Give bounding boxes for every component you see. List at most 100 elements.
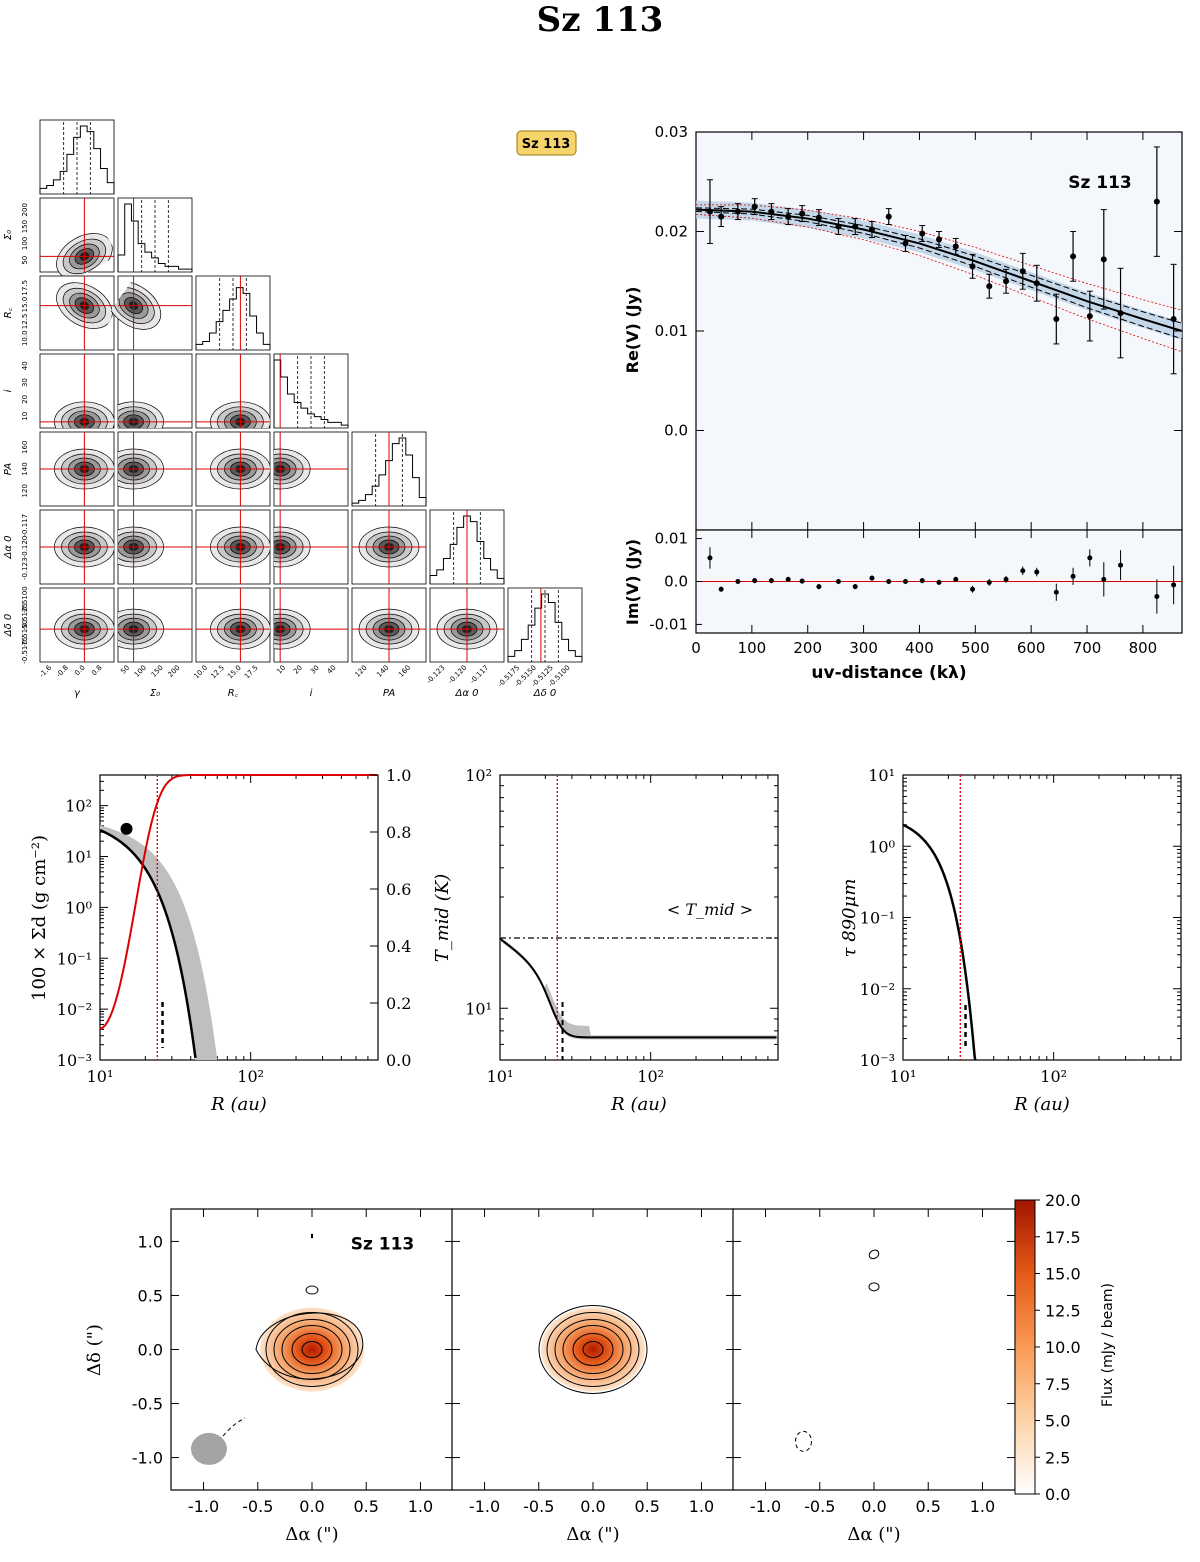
image-noise-contour	[795, 1430, 812, 1452]
vis-re-point	[868, 226, 875, 233]
colorbar-tick-label: 20.0	[1045, 1191, 1081, 1210]
vis-im-point	[1020, 568, 1026, 574]
vis-re-point	[1003, 278, 1010, 285]
image-contour	[255, 1312, 364, 1380]
vis-im-point	[735, 579, 741, 584]
image-xtick-label: 0.5	[916, 1497, 941, 1516]
vis-xlabel: uv-distance (kλ)	[811, 663, 966, 683]
corner-col-tick: 120	[354, 664, 369, 679]
profile-frame	[99, 774, 379, 1061]
profile-ytick-label: 10⁻³	[860, 1051, 895, 1070]
vis-re-point	[1053, 316, 1060, 323]
profile-xtick-label: 10²	[1040, 1067, 1067, 1086]
vis-im-point	[852, 584, 858, 590]
sd-profile-line	[99, 828, 197, 1059]
corner-badge-label: Sz 113	[522, 137, 571, 152]
vis-title: Sz 113	[1068, 173, 1132, 193]
corner-row-label: R꜀	[3, 307, 14, 318]
image-ytick-label: -1.0	[132, 1449, 163, 1468]
vis-im-point	[1003, 576, 1009, 582]
vis-re-point	[1170, 316, 1177, 323]
vis-re-point	[1100, 256, 1107, 263]
vis-im-point	[816, 584, 822, 590]
corner-col-label: R꜀	[228, 688, 239, 699]
image-source	[260, 1307, 364, 1392]
image-xtick-label: 0.5	[635, 1497, 660, 1516]
corner-col-label: i	[310, 688, 313, 699]
tm-xlabel: R (au)	[610, 1094, 667, 1115]
image-xtick-label: 1.0	[408, 1497, 433, 1516]
vis-xtick-label: 500	[961, 639, 990, 657]
vis-re-point	[969, 263, 976, 270]
corner-row-label: Δα 0	[3, 536, 14, 560]
colorbar-tick-label: 7.5	[1045, 1375, 1070, 1394]
vis-im-point	[785, 576, 791, 582]
image-contour	[572, 1333, 614, 1366]
tm-profile-line	[499, 938, 777, 1039]
image-contour	[273, 1319, 351, 1380]
vis-re-point	[1086, 313, 1093, 320]
vis-ytick-label: 0.01	[655, 530, 688, 548]
corner-col-label: Σ₀	[150, 688, 160, 699]
image-xtick-label: -0.5	[523, 1497, 554, 1516]
vis-re-point	[799, 210, 806, 217]
image-xlabel: Δα (")	[847, 1524, 900, 1545]
corner-col-tick: -0.123	[425, 664, 447, 686]
vis-re-point	[885, 213, 892, 220]
vis-xtick-label: 300	[849, 639, 878, 657]
colorbar-tick-label: 5.0	[1045, 1412, 1070, 1431]
vis-re-point	[768, 208, 775, 215]
corner-row-label: Δδ 0	[3, 614, 14, 638]
vis-ytick-label: 0.0	[664, 573, 688, 591]
profile-ytick-label: 10¹	[465, 999, 492, 1018]
sd-y2tick-label: 0.2	[386, 994, 411, 1013]
corner-row-tick: -0.5175	[21, 637, 29, 664]
image-noise-contour	[868, 1249, 880, 1260]
profile-ytick-label: 10²	[465, 766, 492, 785]
vis-im-point	[1034, 569, 1040, 575]
vis-xtick-label: 400	[905, 639, 934, 657]
image-xtick-label: -0.5	[242, 1497, 273, 1516]
profile-xtick-label: 10¹	[87, 1067, 114, 1086]
colorbar-tick-label: 10.0	[1045, 1338, 1081, 1357]
vis-re-point	[734, 208, 741, 215]
corner-col-tick: 200	[167, 664, 182, 679]
vis-xtick-label: 0	[691, 639, 701, 657]
tm-annotation: < T_mid >	[667, 900, 753, 919]
corner-row-tick: 12.5	[21, 314, 29, 330]
image-xtick-label: -1.0	[188, 1497, 219, 1516]
colorbar-tick-label: 2.5	[1045, 1448, 1070, 1467]
profile-ytick-label: 10⁻¹	[860, 909, 895, 928]
vis-im-point	[902, 579, 908, 584]
corner-row-tick: 50	[21, 256, 29, 265]
sd-cumulative-line	[99, 774, 378, 1030]
image-contour	[265, 1312, 359, 1387]
corner-col-tick: 17.5	[243, 664, 260, 681]
vis-model-lower	[695, 213, 1183, 353]
profile-ytick-label: 10⁻²	[57, 1000, 92, 1019]
profile-xtick-label: 10²	[237, 1067, 264, 1086]
tau-ylabel: τ 890μm	[839, 879, 860, 958]
vis-re-point	[936, 236, 942, 243]
vis-ytick-label: 0.0	[664, 422, 688, 440]
vis-im-point	[1070, 573, 1076, 579]
corner-col-tick: 50	[119, 664, 131, 676]
sd-xlabel: R (au)	[210, 1094, 267, 1115]
tau-xlabel: R (au)	[1013, 1094, 1070, 1115]
vis-im-point	[768, 578, 774, 584]
vis-ytick-label: 0.01	[655, 322, 688, 340]
sd-y2tick-label: 0.4	[386, 937, 411, 956]
vis-re-point	[986, 283, 993, 290]
image-contour	[281, 1325, 343, 1374]
corner-row-tick: -0.5125	[21, 603, 29, 630]
image-ylabel: Δδ (")	[84, 1324, 105, 1376]
image-xtick-label: -1.0	[750, 1497, 781, 1516]
sd-y2tick-label: 0.0	[386, 1051, 411, 1070]
corner-col-tick: -0.117	[469, 664, 491, 686]
corner-row-tick: 17.5	[21, 280, 29, 296]
corner-col-label: Δα 0	[455, 688, 479, 699]
corner-row-tick: 150	[21, 220, 29, 233]
corner-histogram	[117, 203, 193, 272]
vis-im-point	[953, 576, 959, 582]
